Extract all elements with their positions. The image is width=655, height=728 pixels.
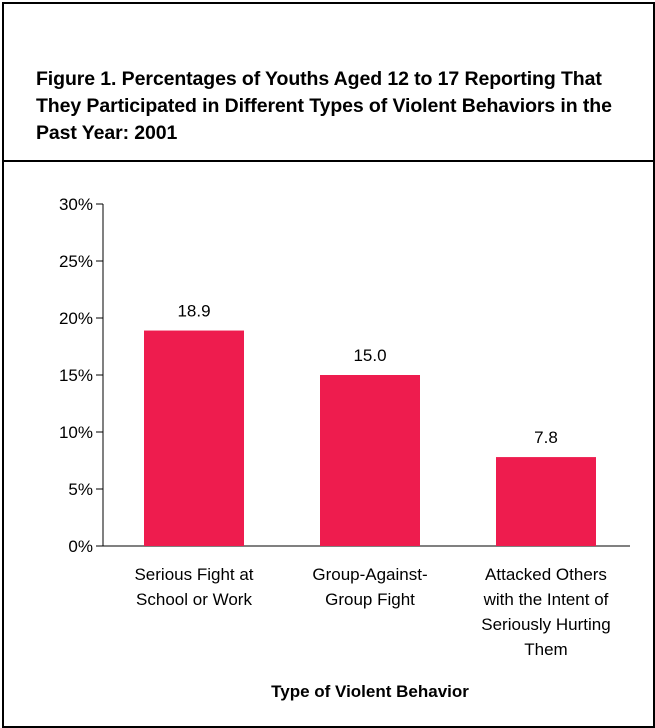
y-tick-label: 20% — [59, 309, 93, 328]
x-tick-label: Serious Fight at — [134, 565, 253, 584]
title-box: Figure 1. Percentages of Youths Aged 12 … — [4, 4, 653, 162]
data-label: 7.8 — [534, 428, 558, 447]
x-tick-label: Group-Against- — [312, 565, 427, 584]
x-tick-label: School or Work — [136, 590, 252, 609]
y-tick-label: 25% — [59, 252, 93, 271]
y-tick-label: 15% — [59, 366, 93, 385]
x-tick-label: with the Intent of — [483, 590, 609, 609]
x-tick-label: Seriously Hurting — [481, 615, 610, 634]
data-label: 18.9 — [177, 302, 210, 321]
bar — [144, 330, 244, 546]
x-tick-label: Them — [524, 640, 567, 659]
x-tick-label: Group Fight — [325, 590, 415, 609]
y-tick-label: 5% — [68, 480, 93, 499]
bar — [320, 375, 420, 546]
y-tick-label: 30% — [59, 195, 93, 214]
bar — [496, 457, 596, 546]
data-label: 15.0 — [353, 346, 386, 365]
y-tick-label: 10% — [59, 423, 93, 442]
x-tick-label: Attacked Others — [485, 565, 607, 584]
chart-title: Figure 1. Percentages of Youths Aged 12 … — [36, 68, 612, 144]
x-axis-title: Type of Violent Behavior — [271, 682, 469, 701]
y-tick-label: 0% — [68, 537, 93, 556]
